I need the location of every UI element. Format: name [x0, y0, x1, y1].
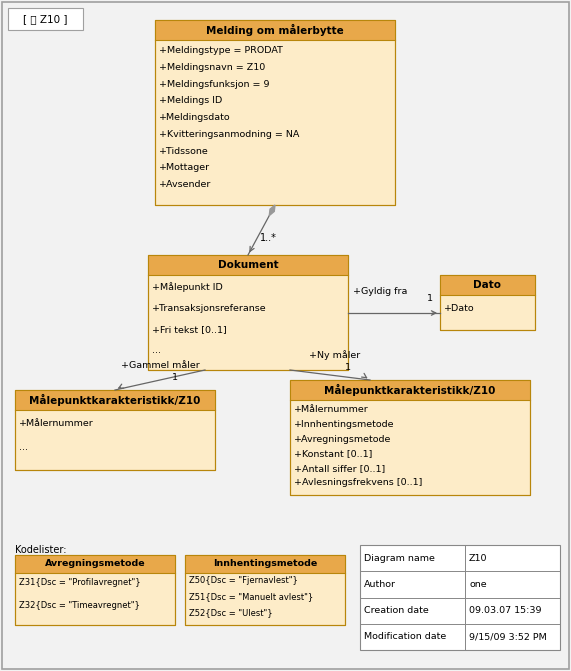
Bar [148, 255, 348, 370]
Text: Z51{Dsc = "Manuelt avlest"}: Z51{Dsc = "Manuelt avlest"} [189, 592, 313, 601]
Text: one: one [469, 580, 486, 589]
Text: +Konstant [0..1]: +Konstant [0..1] [294, 449, 372, 458]
Bar [15, 390, 215, 410]
Text: +Meldingsdato: +Meldingsdato [159, 113, 231, 122]
Bar [290, 380, 530, 400]
Text: Avregningsmetode: Avregningsmetode [45, 560, 145, 568]
Text: Z10: Z10 [469, 554, 488, 562]
Bar [15, 555, 175, 573]
Text: +Målepunkt ID: +Målepunkt ID [152, 282, 223, 293]
Text: 1: 1 [427, 294, 433, 303]
Text: 1..*: 1..* [260, 233, 277, 243]
Bar [290, 380, 530, 495]
Text: Dato: Dato [473, 280, 501, 290]
Text: +Ny måler: +Ny måler [309, 350, 361, 360]
Text: +Avsender: +Avsender [159, 180, 211, 189]
Text: ...: ... [19, 443, 28, 452]
Bar [155, 20, 395, 40]
Text: Målepunktkarakteristikk/Z10: Målepunktkarakteristikk/Z10 [29, 394, 200, 406]
Text: Diagram name: Diagram name [364, 554, 435, 562]
Text: Innhentingsmetode: Innhentingsmetode [213, 560, 317, 568]
Text: Z52{Dsc = "Ulest"}: Z52{Dsc = "Ulest"} [189, 608, 272, 617]
Text: Melding om målerbytte: Melding om målerbytte [206, 24, 344, 36]
Bar [440, 275, 535, 330]
Bar [440, 275, 535, 295]
Text: +Transaksjonsreferanse: +Transaksjonsreferanse [152, 304, 267, 313]
Text: 9/15/09 3:52 PM: 9/15/09 3:52 PM [469, 632, 547, 641]
Bar [185, 555, 345, 573]
Text: +Antall siffer [0..1]: +Antall siffer [0..1] [294, 464, 385, 473]
Text: Creation date: Creation date [364, 606, 429, 615]
Text: +Innhentingsmetode: +Innhentingsmetode [294, 420, 395, 429]
Text: Kodelister:: Kodelister: [15, 545, 66, 555]
Text: 1: 1 [172, 373, 178, 382]
Bar [290, 380, 530, 495]
Text: +Meldingsfunksjon = 9: +Meldingsfunksjon = 9 [159, 80, 270, 89]
Text: +Målernummer: +Målernummer [19, 419, 94, 428]
Text: Z31{Dsc = "Profilavregnet"}: Z31{Dsc = "Profilavregnet"} [19, 578, 140, 587]
Bar [440, 275, 535, 330]
Text: Målepunktkarakteristikk/Z10: Målepunktkarakteristikk/Z10 [324, 384, 496, 396]
Text: 09.03.07 15:39: 09.03.07 15:39 [469, 606, 541, 615]
Text: ...: ... [152, 346, 161, 355]
Bar [15, 555, 175, 625]
Text: 1: 1 [345, 363, 351, 372]
Text: [ 图 Z10 ]: [ 图 Z10 ] [23, 14, 68, 24]
Text: +Avlesningsfrekvens [0..1]: +Avlesningsfrekvens [0..1] [294, 478, 423, 487]
Bar [155, 20, 395, 205]
Bar [155, 20, 395, 205]
Text: +Målernummer: +Målernummer [294, 405, 369, 415]
Text: +Mottager: +Mottager [159, 163, 210, 172]
Text: +Kvitteringsanmodning = NA: +Kvitteringsanmodning = NA [159, 130, 299, 139]
Bar [15, 390, 215, 470]
Bar [185, 555, 345, 625]
Text: +Dato: +Dato [444, 304, 475, 313]
Bar [15, 555, 175, 625]
Bar [148, 255, 348, 370]
Bar [148, 255, 348, 275]
Text: Z50{Dsc = "Fjernavlest"}: Z50{Dsc = "Fjernavlest"} [189, 576, 298, 585]
Text: +Tidssone: +Tidssone [159, 147, 209, 156]
Text: Author: Author [364, 580, 396, 589]
Text: Dokument: Dokument [218, 260, 278, 270]
Text: +Meldings ID: +Meldings ID [159, 97, 222, 105]
Polygon shape [270, 205, 275, 215]
Text: Modification date: Modification date [364, 632, 447, 641]
Bar [15, 390, 215, 470]
Bar [185, 555, 345, 625]
Text: +Fri tekst [0..1]: +Fri tekst [0..1] [152, 325, 227, 334]
Text: +Gyldig fra: +Gyldig fra [353, 287, 407, 296]
Bar [360, 545, 560, 650]
Text: +Meldingstype = PRODAT: +Meldingstype = PRODAT [159, 46, 283, 55]
Text: +Meldingsnavn = Z10: +Meldingsnavn = Z10 [159, 63, 266, 72]
Text: Z32{Dsc = "Timeavregnet"}: Z32{Dsc = "Timeavregnet"} [19, 601, 140, 610]
Text: +Avregningsmetode: +Avregningsmetode [294, 435, 391, 444]
Bar [8, 8, 83, 30]
Text: +Gammel måler: +Gammel måler [120, 361, 199, 370]
